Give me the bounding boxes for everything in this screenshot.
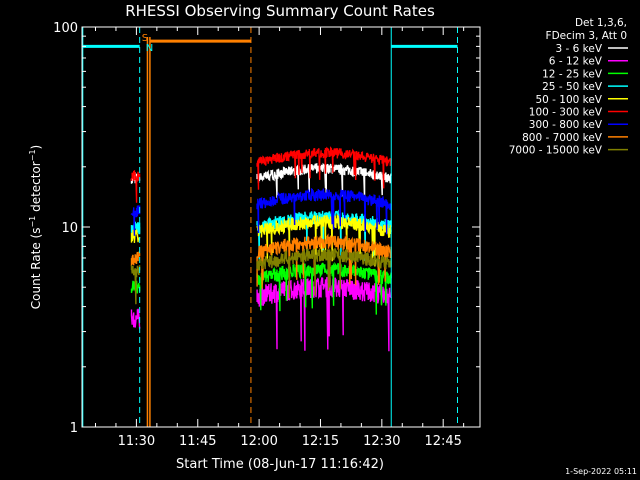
series-trace-7-seg1	[256, 233, 392, 289]
legend-label: 3 - 6 keV	[555, 43, 602, 55]
x-tick-label: 12:00	[240, 434, 277, 449]
flag-s: S	[142, 33, 148, 44]
series-trace-5-seg0	[130, 169, 141, 203]
series-trace-1-seg1	[256, 277, 392, 352]
y-axis-label-exp2: −1	[28, 149, 37, 161]
y-tick-label: 1	[70, 421, 78, 436]
series-trace-3-seg0	[130, 221, 141, 235]
legend-header-2: FDecim 3, Att 0	[546, 30, 627, 42]
legend-label: 7000 - 15000 keV	[509, 145, 603, 157]
plot-area: SN	[82, 27, 459, 427]
series-trace-5-seg1	[256, 146, 392, 190]
y-tick-label: 10	[61, 221, 78, 236]
series-trace-8-seg1	[256, 247, 392, 299]
x-axis: 11:30 11:45 12:00 12:15 12:30 12:45	[94, 27, 465, 449]
x-axis-label: Start Time (08-Jun-17 11:16:42)	[176, 457, 384, 472]
y-tick-label: 100	[53, 21, 78, 36]
legend-label: 800 - 7000 keV	[522, 132, 603, 144]
legend-header-1: Det 1,3,6,	[575, 17, 627, 29]
legend-label: 50 - 100 keV	[535, 94, 602, 106]
series-trace-8-seg0	[130, 265, 141, 305]
x-tick-label: 12:30	[363, 434, 400, 449]
series-trace-2-seg1	[256, 260, 392, 315]
legend-label: 6 - 12 keV	[549, 56, 603, 68]
x-tick-label: 11:45	[179, 434, 216, 449]
series-trace-4-seg1	[256, 214, 392, 267]
y-axis-label-detector: detector	[29, 161, 43, 216]
legend-label: 25 - 50 keV	[542, 81, 603, 93]
legend-label: 100 - 300 keV	[529, 107, 603, 119]
y-axis-label: Count Rate (s−1 detector−1)	[28, 145, 43, 309]
flag-n: N	[146, 43, 153, 54]
series-trace-7-seg0	[130, 251, 141, 267]
footer-date: 1-Sep-2022 05:11	[565, 467, 637, 476]
series-trace-1-seg0	[130, 308, 141, 329]
legend-label: 12 - 25 keV	[542, 68, 603, 80]
y-axis-label-main: Count Rate (s	[29, 228, 43, 310]
y-axis-label-exp1: −1	[28, 216, 37, 228]
x-tick-label: 12:45	[424, 434, 461, 449]
y-axis: 1 10 100	[53, 21, 480, 436]
x-tick-label: 12:15	[302, 434, 339, 449]
series-trace-4-seg0	[130, 229, 141, 243]
y-axis-label-close: )	[29, 145, 43, 150]
chart-title: RHESSI Observing Summary Count Rates	[125, 2, 435, 20]
x-tick-label: 11:30	[118, 434, 155, 449]
series-trace-6-seg1	[256, 187, 392, 235]
series-trace-6-seg0	[130, 205, 141, 236]
legend-label: 300 - 800 keV	[529, 119, 603, 131]
